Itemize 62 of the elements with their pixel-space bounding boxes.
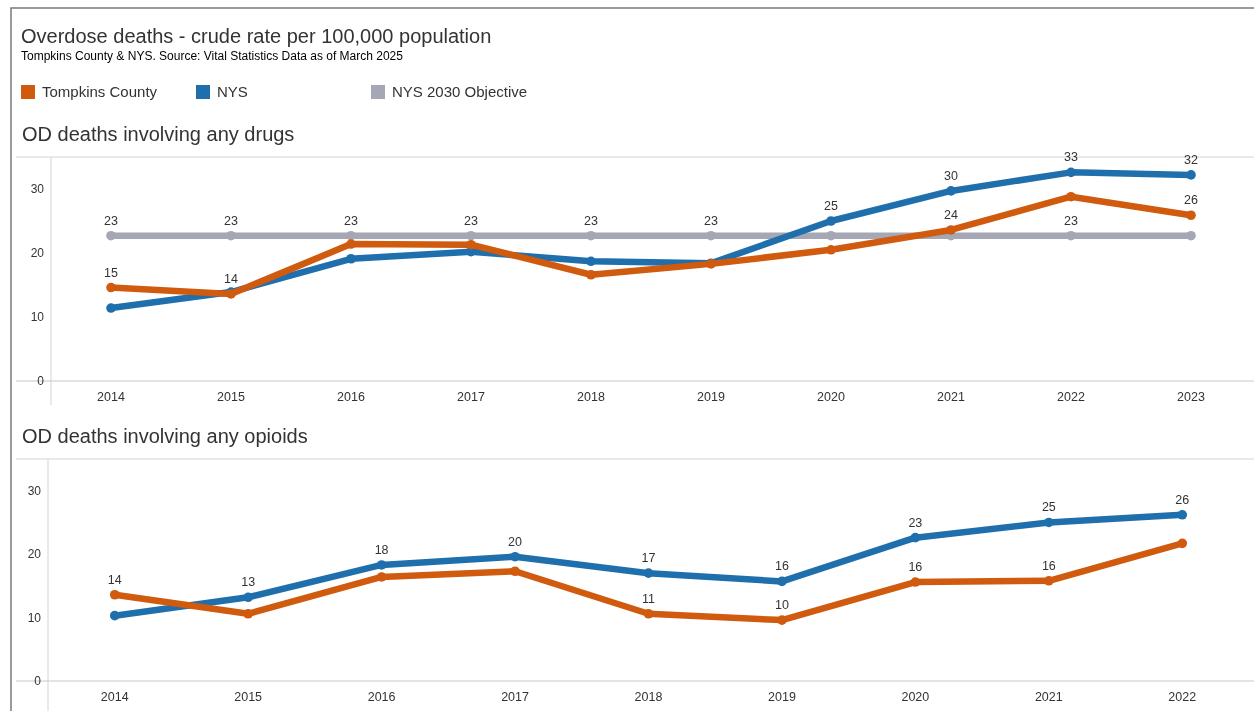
data-label: 25 [1041, 500, 1056, 515]
x-tick-label: 2015 [217, 390, 245, 404]
x-tick-label: 2016 [367, 690, 396, 704]
y-tick-label: 30 [27, 483, 42, 498]
x-tick-label: 2015 [234, 690, 263, 704]
data-label: 16 [908, 560, 923, 575]
data-label: 23 [908, 515, 923, 530]
data-label: 23 [704, 213, 718, 228]
data-label: 23 [344, 213, 358, 228]
data-label: 26 [1184, 193, 1198, 208]
data-label: 14 [224, 271, 238, 286]
x-tick-label: 2020 [901, 690, 930, 704]
data-label: 23 [1064, 213, 1078, 228]
y-tick-label: 0 [34, 674, 42, 689]
x-tick-label: 2021 [1034, 690, 1063, 704]
y-tick-label: 20 [27, 547, 42, 562]
x-tick-label: 2021 [937, 390, 965, 404]
data-label: 23 [584, 213, 598, 228]
y-tick-label: 10 [30, 310, 45, 325]
x-tick-label: 2019 [768, 690, 796, 704]
data-label: 13 [241, 575, 256, 590]
x-tick-label: 2022 [1057, 390, 1085, 404]
y-tick-label: 10 [27, 610, 42, 625]
x-tick-label: 2014 [97, 390, 125, 404]
data-label: 26 [1175, 492, 1190, 507]
data-label: 23 [464, 213, 478, 228]
x-tick-label: 2023 [1177, 390, 1205, 404]
data-label: 32 [1184, 152, 1198, 167]
data-label: 20 [508, 534, 523, 549]
x-tick-label: 2018 [634, 690, 663, 704]
data-label: 25 [824, 199, 838, 213]
data-label: 15 [104, 265, 118, 280]
data-label: 23 [224, 213, 238, 228]
data-label: 17 [641, 551, 656, 566]
data-label: 11 [642, 591, 656, 606]
data-label: 16 [1041, 558, 1056, 573]
legend-label: NYS [217, 83, 248, 100]
data-label: 18 [374, 542, 389, 557]
data-label: 24 [944, 207, 958, 222]
chart-title: OD deaths involving any drugs [22, 123, 295, 145]
text: Tompkins County & NYS. Source: Vital Statistics Data as of March 2025 [21, 49, 404, 63]
x-tick-label: 2019 [697, 390, 725, 404]
x-tick-label: 2014 [100, 690, 129, 704]
x-tick-label: 2018 [577, 390, 605, 404]
data-label: 10 [774, 598, 789, 613]
legend-label: NYS 2030 Objective [392, 83, 528, 100]
x-tick-label: 2020 [817, 390, 845, 404]
data-label: 23 [104, 213, 118, 228]
x-tick-label: 2022 [1168, 690, 1197, 704]
data-label: 33 [1064, 150, 1078, 165]
legend-label: Tompkins County [42, 83, 158, 100]
data-label: 16 [774, 559, 789, 574]
x-tick-label: 2016 [337, 390, 365, 404]
text: Overdose deaths - crude rate per 100,000 population [21, 25, 492, 47]
chart-title: OD deaths involving any opioids [22, 425, 308, 447]
x-tick-label: 2017 [501, 690, 530, 704]
data-label: 30 [944, 168, 958, 183]
y-tick-label: 20 [30, 246, 45, 261]
y-tick-label: 30 [30, 182, 45, 197]
data-label: 14 [107, 572, 122, 587]
y-tick-label: 0 [37, 374, 45, 389]
x-tick-label: 2017 [457, 390, 485, 404]
